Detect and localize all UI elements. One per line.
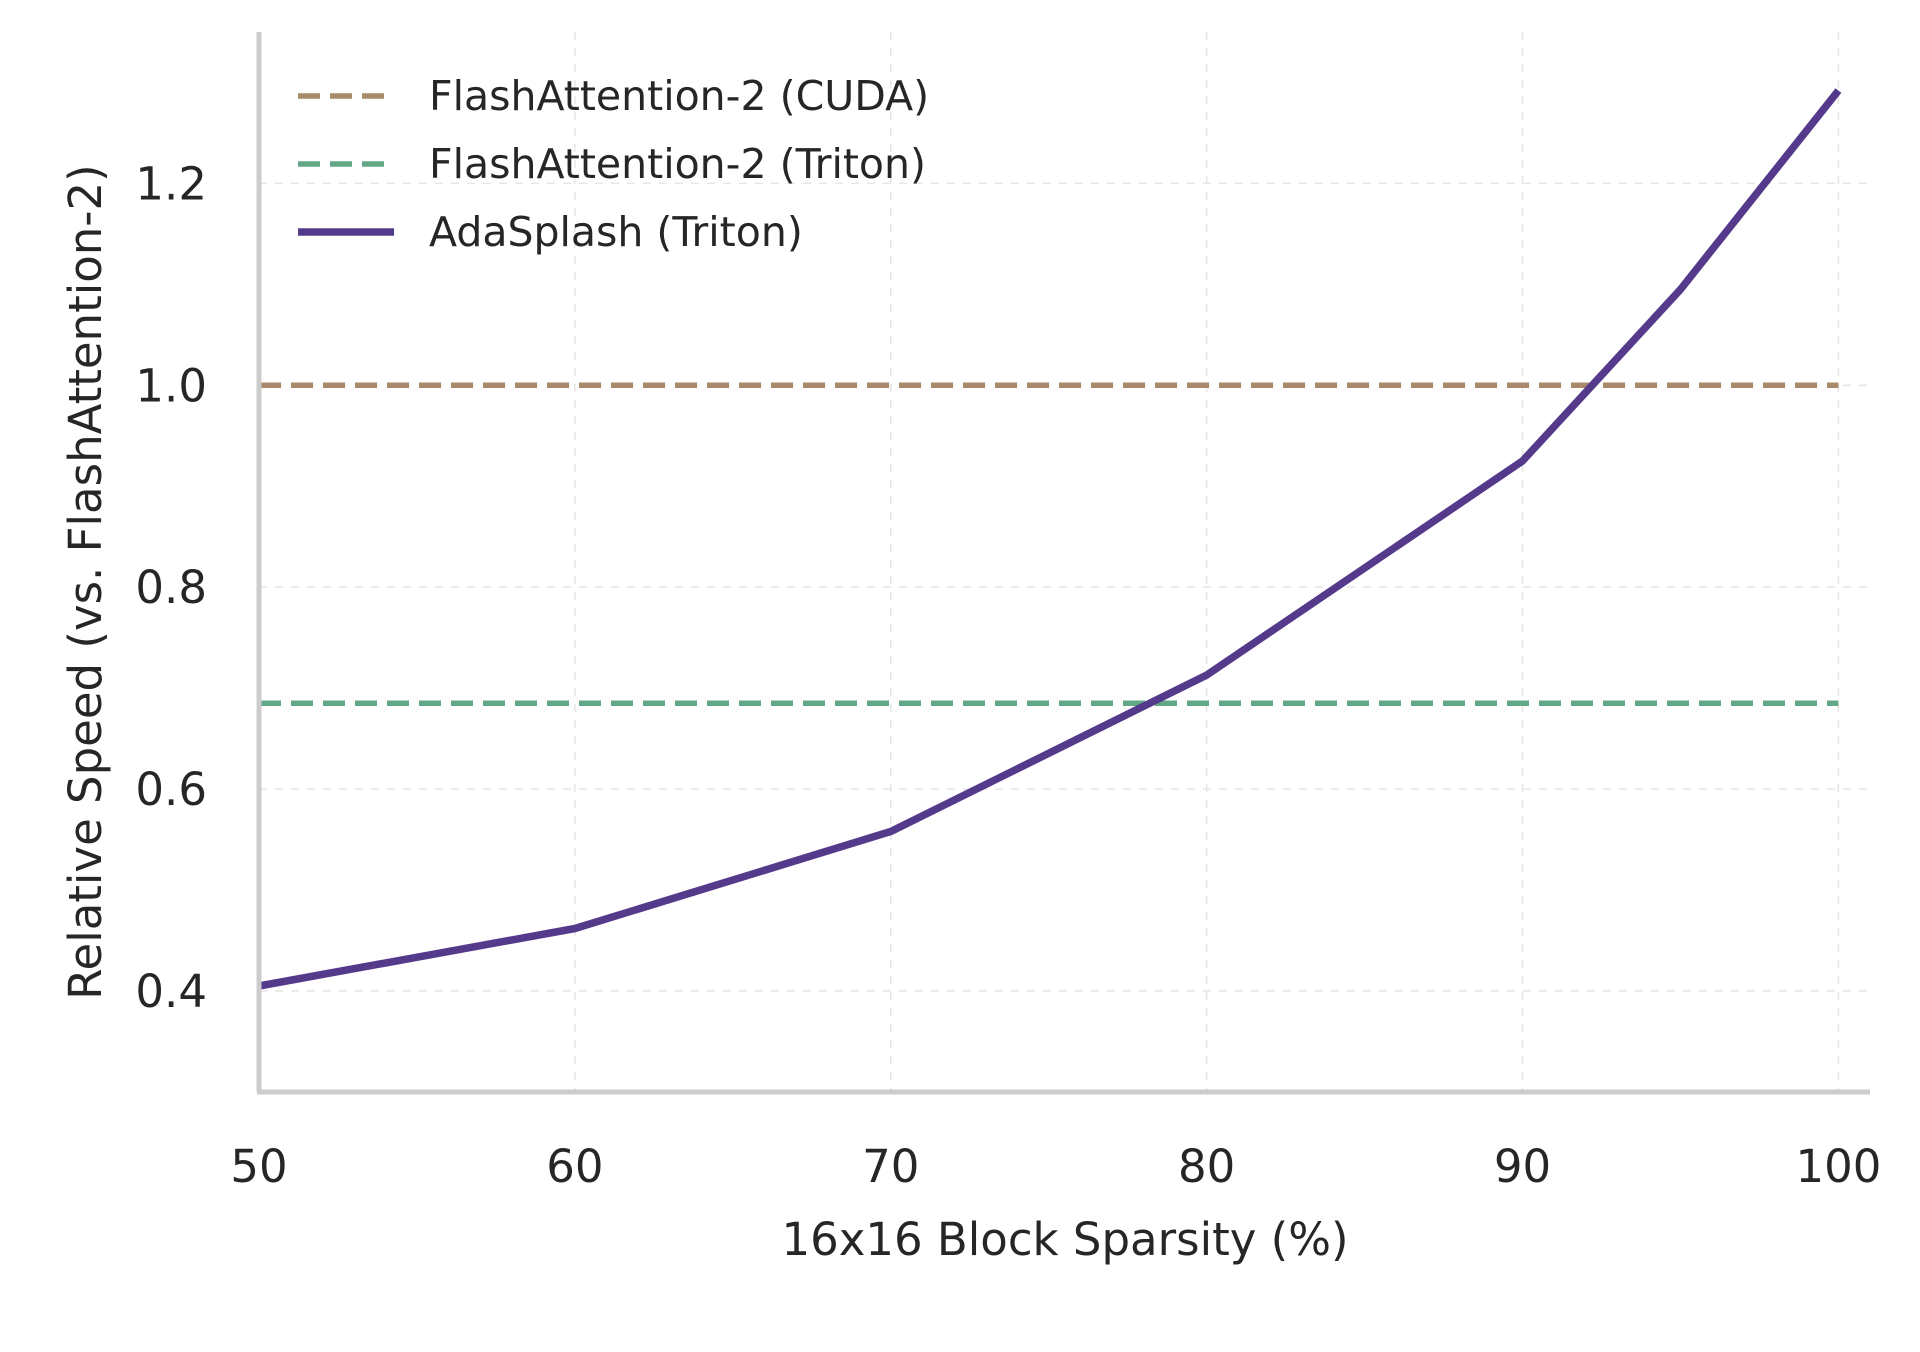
axes-spines [256,32,1870,1095]
legend-entry-adasplash-triton: AdaSplash (Triton) [298,208,803,256]
y-axis-label: Relative Speed (vs. FlashAttention-2) [59,164,112,999]
y-tick-label: 0.4 [135,965,207,1018]
y-tick-label: 0.8 [135,561,207,614]
legend: FlashAttention-2 (CUDA) FlashAttention-2 … [298,72,929,256]
x-tick-label: 70 [862,1140,919,1193]
series-line-adasplash-triton [258,88,1842,990]
y-tick-label: 1.2 [135,157,207,210]
legend-label: FlashAttention-2 (CUDA) [429,72,929,120]
legend-entry-flashattention-2-triton: FlashAttention-2 (Triton) [298,140,926,188]
series-layer [258,88,1842,990]
x-tick-labels: 50 60 70 80 90 100 [230,1140,1881,1193]
y-tick-label: 0.6 [135,763,207,816]
x-tick-label: 60 [546,1140,603,1193]
y-tick-label: 1.0 [135,359,207,412]
x-tick-label: 90 [1494,1140,1551,1193]
x-axis-label: 16x16 Block Sparsity (%) [781,1213,1348,1266]
x-tick-label: 50 [230,1140,287,1193]
x-tick-label: 100 [1795,1140,1881,1193]
x-tick-label: 80 [1178,1140,1235,1193]
y-tick-labels: 0.4 0.6 0.8 1.0 1.2 [135,157,207,1018]
legend-label: FlashAttention-2 (Triton) [429,140,926,188]
grid [258,32,1870,1092]
legend-entry-flashattention-2-cuda: FlashAttention-2 (CUDA) [298,72,929,120]
legend-label: AdaSplash (Triton) [429,208,803,256]
